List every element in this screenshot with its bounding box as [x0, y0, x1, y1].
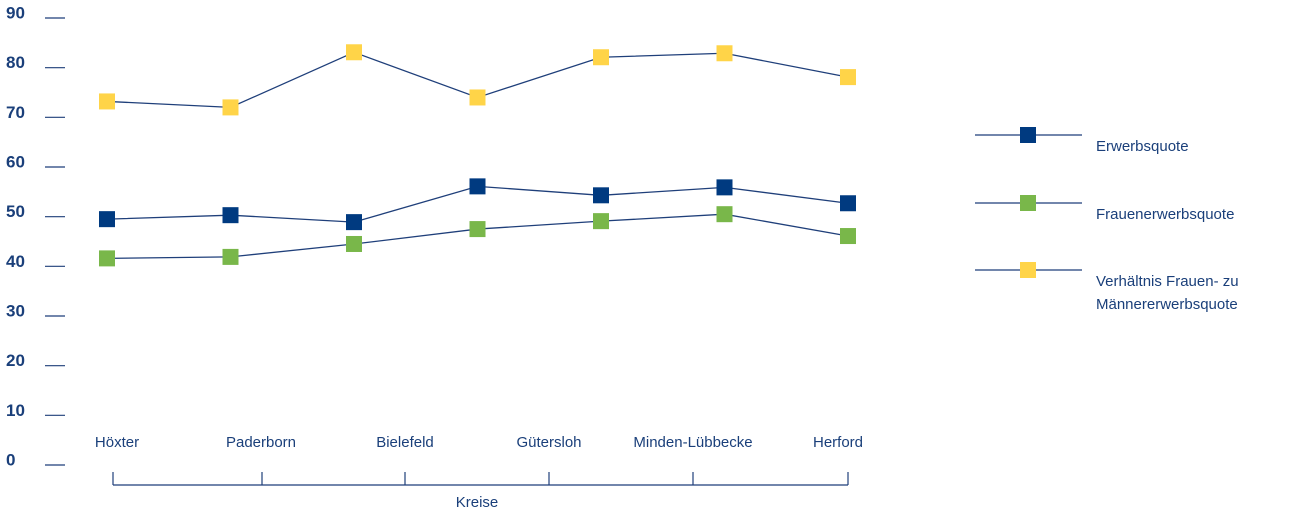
legend-label: Erwerbsquote [1096, 138, 1189, 155]
marker [593, 213, 609, 230]
y-tick-label: 10 [6, 401, 25, 420]
legend-swatch [1020, 262, 1036, 278]
marker [222, 99, 239, 116]
y-tick-label: 70 [6, 103, 25, 122]
marker [840, 195, 856, 212]
marker [346, 44, 362, 61]
marker [222, 207, 239, 224]
marker [469, 221, 486, 238]
x-tick-label: Paderborn [226, 434, 296, 451]
marker [469, 89, 486, 106]
y-tick-label: 80 [6, 53, 25, 72]
legend-swatch [1020, 127, 1036, 143]
y-tick-label: 60 [6, 152, 25, 171]
marker [593, 187, 609, 204]
x-tick-label: Gütersloh [516, 434, 581, 451]
marker [593, 49, 609, 66]
marker [840, 69, 856, 86]
x-tick-label: Höxter [95, 434, 139, 451]
x-tick-label: Minden-Lübbecke [633, 434, 752, 451]
marker [346, 214, 362, 231]
marker [99, 93, 115, 110]
marker [346, 235, 362, 252]
y-tick-label: 90 [6, 3, 25, 22]
marker [99, 250, 115, 267]
legend-swatch [1020, 195, 1036, 211]
legend-label: Frauenerwerbsquote [1096, 206, 1235, 223]
marker [716, 206, 733, 223]
y-tick-label: 40 [6, 252, 25, 271]
marker [716, 179, 733, 196]
legend-label: Verhältnis Frauen- zu Männererwerbsquote [1096, 273, 1239, 313]
marker [840, 228, 856, 245]
y-tick-label: 50 [6, 202, 25, 221]
marker [99, 211, 115, 228]
y-tick-label: 20 [6, 351, 25, 370]
x-tick-label: Herford [813, 434, 863, 451]
x-tick-label: Bielefeld [376, 434, 434, 451]
marker [716, 45, 733, 62]
x-axis-label: Kreise [456, 494, 499, 511]
y-tick-label: 0 [6, 450, 15, 469]
marker [222, 248, 239, 265]
marker [469, 178, 486, 195]
y-tick-label: 30 [6, 301, 25, 320]
